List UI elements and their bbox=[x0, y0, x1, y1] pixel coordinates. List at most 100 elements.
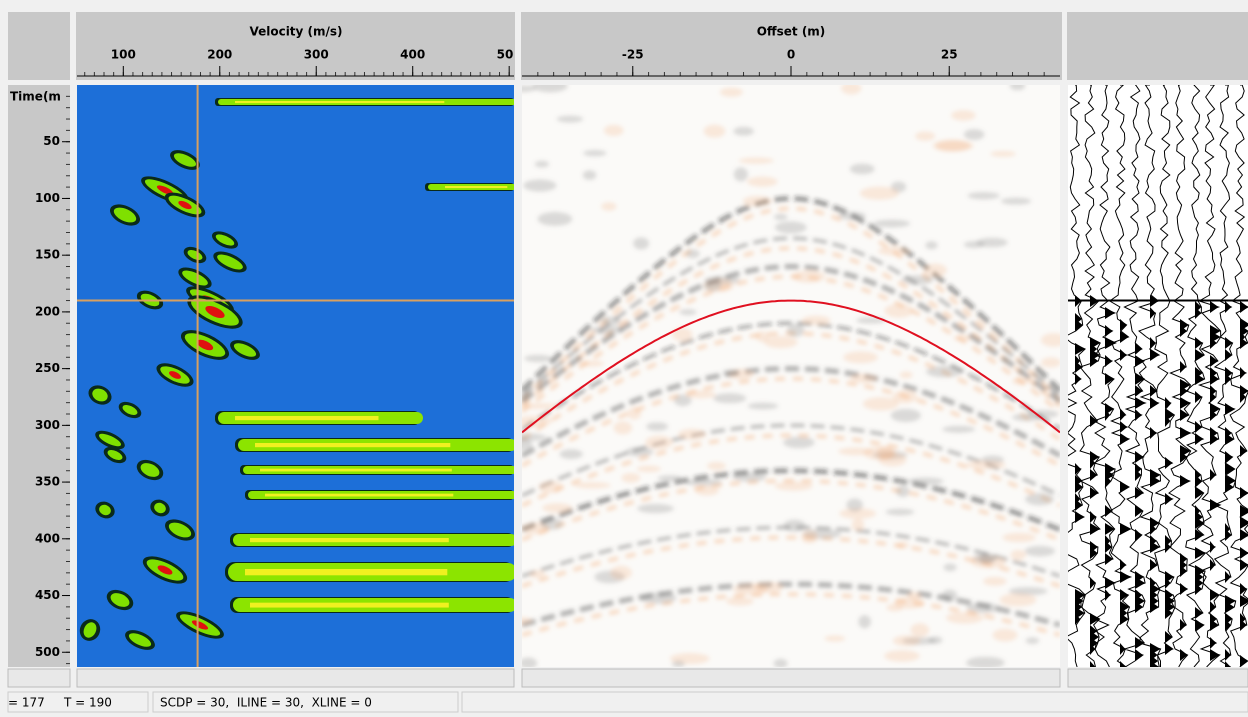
gather-noise bbox=[992, 628, 1018, 642]
semblance-blob bbox=[83, 622, 97, 638]
semblance-blob bbox=[215, 234, 235, 246]
semblance-blob bbox=[182, 270, 208, 286]
gather-noise bbox=[1001, 197, 1032, 205]
wiggle-fill bbox=[1165, 397, 1176, 655]
wiggle-trace bbox=[1213, 85, 1237, 667]
gather-noise bbox=[859, 186, 899, 200]
semblance-blob bbox=[92, 388, 108, 402]
scrollbar[interactable] bbox=[521, 668, 1061, 688]
gather-noise bbox=[532, 85, 568, 93]
gather-noise bbox=[877, 246, 910, 256]
gather-noise bbox=[627, 407, 642, 420]
semblance-peak bbox=[157, 565, 173, 575]
gather-noise bbox=[925, 241, 938, 250]
gather-noise bbox=[966, 656, 1005, 667]
gather-noise bbox=[783, 436, 815, 449]
gather-noise bbox=[738, 157, 775, 164]
wiggle-fill bbox=[1090, 295, 1101, 667]
gather-noise bbox=[621, 472, 641, 483]
gather-noise bbox=[1025, 637, 1040, 644]
gather-noise bbox=[733, 583, 768, 596]
gather-noise bbox=[843, 351, 878, 364]
gather-noise bbox=[1040, 333, 1060, 347]
gather-noise bbox=[892, 390, 917, 404]
velocity-header bbox=[76, 12, 515, 80]
scrollbar[interactable] bbox=[1067, 668, 1248, 688]
velocity-axis: 100 200 300 400 500 bbox=[84, 48, 514, 76]
gather-noise bbox=[755, 331, 769, 342]
trace-header bbox=[1067, 12, 1248, 80]
gather-noise bbox=[1008, 587, 1048, 596]
gather-noise bbox=[591, 325, 623, 335]
gather-noise bbox=[733, 126, 754, 136]
semblance-streak bbox=[235, 101, 445, 104]
offset-title: Offset (m) bbox=[757, 25, 826, 39]
gather-noise bbox=[657, 475, 683, 482]
wiggle-fill bbox=[1135, 343, 1146, 661]
gather-noise bbox=[953, 334, 972, 342]
gather-noise bbox=[685, 249, 700, 259]
gather-noise bbox=[990, 150, 1016, 157]
semblance-peak bbox=[178, 200, 192, 210]
gather-noise bbox=[695, 485, 719, 496]
semblance-peak bbox=[169, 371, 181, 379]
gather-noise bbox=[522, 438, 533, 450]
gather-noise bbox=[942, 425, 976, 433]
status-cell bbox=[152, 691, 459, 713]
semblance-blob bbox=[128, 633, 152, 647]
scrollbar[interactable] bbox=[7, 668, 71, 688]
gather-noise bbox=[583, 149, 607, 157]
semblance-streak bbox=[260, 468, 452, 472]
gather-noise bbox=[936, 140, 974, 151]
scrollbar[interactable] bbox=[76, 668, 515, 688]
gather-noise bbox=[928, 636, 943, 644]
semblance-blob bbox=[110, 593, 130, 607]
gather-event bbox=[522, 376, 1060, 468]
gather-noise bbox=[943, 563, 957, 572]
gather-event bbox=[522, 535, 1060, 589]
gather-noise bbox=[537, 212, 573, 226]
status-cell bbox=[7, 691, 149, 713]
y-tick-label: 350 bbox=[35, 475, 60, 489]
gather-noise bbox=[636, 465, 661, 473]
gather-noise bbox=[951, 110, 976, 121]
velocity-title: Velocity (m/s) bbox=[249, 25, 342, 39]
y-tick-label: 200 bbox=[35, 304, 60, 318]
gather-noise bbox=[726, 596, 754, 606]
gather-noise bbox=[640, 592, 677, 604]
semblance-streak bbox=[245, 569, 448, 576]
gather-noise bbox=[603, 124, 624, 137]
gather-noise bbox=[540, 518, 563, 530]
gather-noise bbox=[967, 192, 1000, 200]
gather-noise bbox=[556, 115, 584, 123]
gather-noise bbox=[910, 623, 930, 637]
semblance-streak bbox=[445, 186, 508, 189]
gather-event bbox=[522, 526, 1060, 578]
x-tick-label: 25 bbox=[941, 48, 958, 62]
gather-noise bbox=[851, 518, 865, 532]
y-tick-label: 250 bbox=[35, 361, 60, 375]
gather-noise bbox=[685, 478, 723, 486]
gather-noise bbox=[892, 635, 921, 647]
gather-noise bbox=[926, 365, 963, 378]
gather-noise bbox=[719, 87, 743, 97]
nmo-curve bbox=[522, 299, 1060, 434]
gather-noise bbox=[838, 447, 873, 456]
gather-noise bbox=[601, 202, 617, 211]
gather-noise bbox=[801, 530, 819, 544]
wiggle-fill bbox=[1075, 295, 1086, 625]
gather-event bbox=[522, 581, 1060, 628]
time-label: Time(m bbox=[10, 90, 61, 104]
wiggle-trace bbox=[1122, 85, 1147, 667]
wiggle-trace bbox=[1154, 85, 1176, 667]
gather-noise bbox=[747, 402, 779, 410]
gather-noise bbox=[978, 553, 997, 564]
gather-noise bbox=[1012, 413, 1042, 422]
gather-noise bbox=[637, 503, 674, 514]
gather-noise bbox=[884, 303, 914, 318]
corner bbox=[8, 12, 70, 80]
wiggle-plot bbox=[1068, 85, 1248, 667]
gather-noise bbox=[841, 85, 862, 95]
gather-noise bbox=[601, 316, 622, 326]
